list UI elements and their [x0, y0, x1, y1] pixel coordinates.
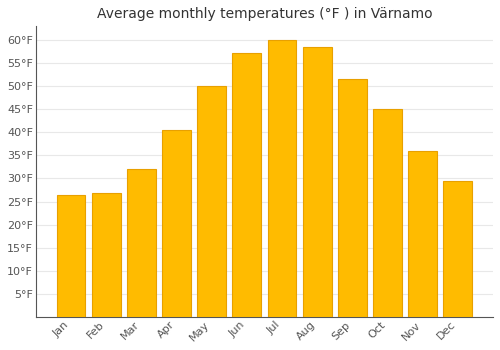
Title: Average monthly temperatures (°F ) in Värnamo: Average monthly temperatures (°F ) in Vä… — [96, 7, 432, 21]
Bar — [162, 130, 191, 317]
Bar — [92, 193, 120, 317]
Bar — [268, 40, 296, 317]
Bar — [232, 53, 261, 317]
Bar — [302, 47, 332, 317]
Bar — [56, 195, 86, 317]
Bar — [408, 151, 437, 317]
Bar — [444, 181, 472, 317]
Bar — [338, 79, 366, 317]
Bar — [127, 169, 156, 317]
Bar — [197, 86, 226, 317]
Bar — [373, 109, 402, 317]
